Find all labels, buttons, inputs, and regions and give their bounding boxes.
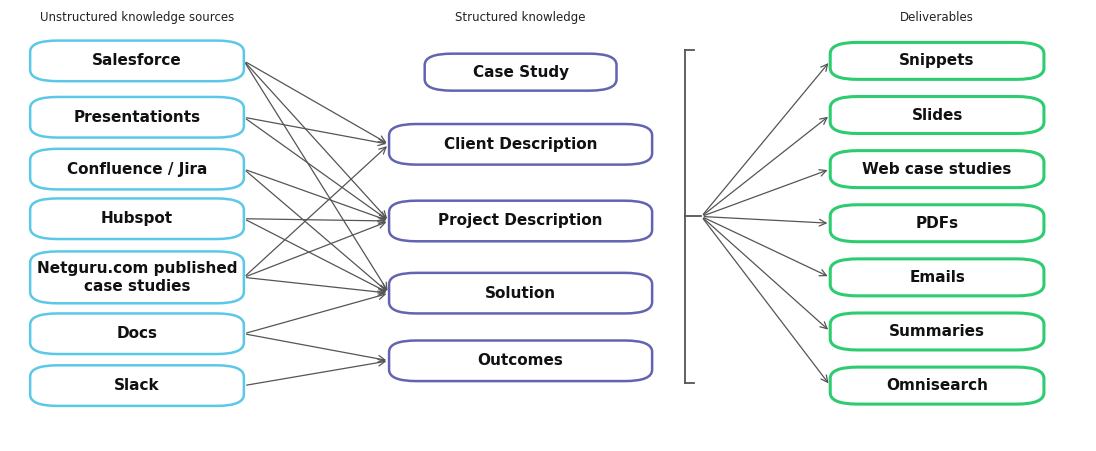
FancyBboxPatch shape (30, 198, 243, 239)
FancyBboxPatch shape (831, 205, 1043, 242)
Text: Slack: Slack (114, 378, 160, 393)
Text: Confluence / Jira: Confluence / Jira (67, 161, 207, 177)
FancyBboxPatch shape (389, 341, 652, 381)
Text: Deliverables: Deliverables (900, 11, 974, 24)
FancyBboxPatch shape (30, 149, 243, 189)
Text: PDFs: PDFs (915, 216, 959, 231)
Text: Structured knowledge: Structured knowledge (455, 11, 586, 24)
FancyBboxPatch shape (831, 42, 1043, 79)
FancyBboxPatch shape (30, 252, 243, 303)
FancyBboxPatch shape (30, 97, 243, 138)
Text: Salesforce: Salesforce (92, 53, 182, 69)
FancyBboxPatch shape (389, 201, 652, 241)
FancyBboxPatch shape (831, 367, 1043, 404)
Text: Presentationts: Presentationts (73, 110, 201, 125)
Text: Web case studies: Web case studies (863, 161, 1012, 177)
Text: Solution: Solution (486, 285, 556, 301)
FancyBboxPatch shape (831, 97, 1043, 133)
Text: Snippets: Snippets (900, 53, 974, 69)
Text: Slides: Slides (912, 107, 962, 123)
Text: Omnisearch: Omnisearch (886, 378, 989, 393)
FancyBboxPatch shape (30, 313, 243, 354)
FancyBboxPatch shape (831, 259, 1043, 296)
Text: Docs: Docs (116, 326, 158, 341)
FancyBboxPatch shape (831, 313, 1043, 350)
Text: Hubspot: Hubspot (101, 211, 173, 226)
Text: Summaries: Summaries (889, 324, 985, 339)
FancyBboxPatch shape (424, 54, 616, 91)
FancyBboxPatch shape (389, 124, 652, 165)
Text: Unstructured knowledge sources: Unstructured knowledge sources (39, 11, 235, 24)
FancyBboxPatch shape (30, 41, 243, 81)
Text: Client Description: Client Description (444, 137, 597, 152)
Text: Emails: Emails (910, 270, 964, 285)
FancyBboxPatch shape (30, 365, 243, 406)
Text: Outcomes: Outcomes (478, 353, 563, 368)
FancyBboxPatch shape (389, 273, 652, 313)
FancyBboxPatch shape (831, 151, 1043, 188)
Text: Netguru.com published
case studies: Netguru.com published case studies (37, 261, 237, 294)
Text: Case Study: Case Study (472, 64, 569, 80)
Text: Project Description: Project Description (438, 213, 603, 229)
